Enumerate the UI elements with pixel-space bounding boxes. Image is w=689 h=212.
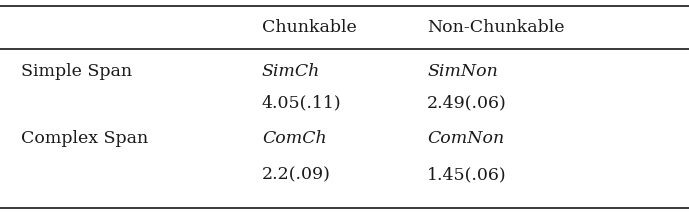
Text: 4.05(.11): 4.05(.11) bbox=[262, 94, 342, 111]
Text: SimNon: SimNon bbox=[427, 63, 498, 80]
Text: ComNon: ComNon bbox=[427, 130, 504, 147]
Text: Non-Chunkable: Non-Chunkable bbox=[427, 19, 565, 36]
Text: Simple Span: Simple Span bbox=[21, 63, 132, 80]
Text: 2.49(.06): 2.49(.06) bbox=[427, 94, 507, 111]
Text: Chunkable: Chunkable bbox=[262, 19, 357, 36]
Text: SimCh: SimCh bbox=[262, 63, 320, 80]
Text: Complex Span: Complex Span bbox=[21, 130, 148, 147]
Text: 1.45(.06): 1.45(.06) bbox=[427, 166, 507, 183]
Text: 2.2(.09): 2.2(.09) bbox=[262, 166, 331, 183]
Text: ComCh: ComCh bbox=[262, 130, 327, 147]
